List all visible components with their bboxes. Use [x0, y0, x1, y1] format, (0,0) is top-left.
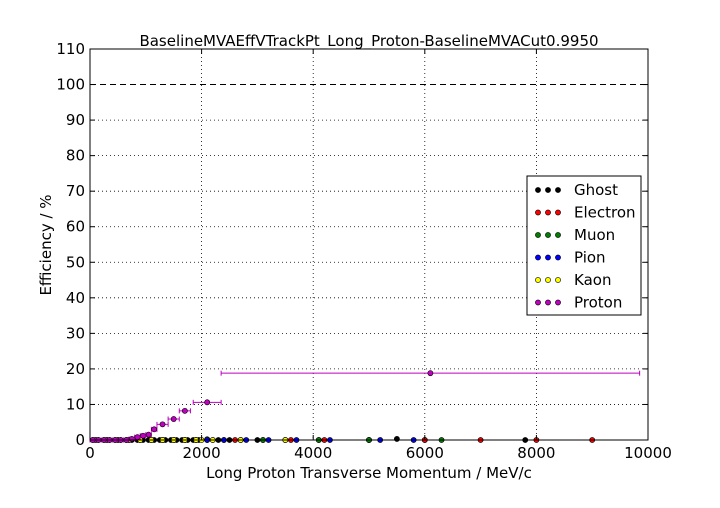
y-tick-label: 0	[75, 431, 85, 449]
legend-box	[526, 175, 642, 316]
legend-marker	[555, 187, 561, 193]
legend-marker	[555, 232, 561, 238]
y-tick-label: 90	[66, 111, 85, 129]
data-point	[151, 426, 158, 433]
x-tick-label: 4000	[294, 444, 332, 462]
data-point	[204, 399, 211, 406]
legend-marker	[555, 254, 561, 261]
legend-marker	[555, 209, 561, 216]
legend-item-pion: Pion	[535, 249, 606, 267]
legend-item-proton: Proton	[535, 294, 622, 312]
legend-marker	[545, 254, 551, 261]
y-tick-label: 100	[56, 76, 85, 94]
x-tick-label: 2000	[183, 444, 221, 462]
x-tick-label: 10000	[624, 444, 672, 462]
legend-marker	[545, 299, 551, 306]
y-tick-label: 10	[66, 395, 85, 413]
y-tick-label: 50	[66, 253, 85, 271]
legend-marker	[535, 254, 541, 261]
data-marks	[89, 370, 641, 443]
legend-marker	[535, 232, 541, 238]
legend-marker	[545, 232, 551, 238]
data-point	[145, 431, 152, 438]
y-axis-label: Efficiency / %	[37, 194, 55, 295]
data-point	[140, 432, 146, 439]
legend-label: Kaon	[574, 271, 611, 289]
legend-label: Proton	[574, 294, 622, 312]
legend-marker	[545, 209, 551, 216]
data-point	[134, 434, 141, 441]
legend-item-kaon: Kaon	[535, 271, 611, 289]
data-point	[181, 407, 188, 414]
legend-item-muon: Muon	[535, 226, 615, 244]
legend-item-electron: Electron	[535, 204, 636, 222]
chart-title: BaselineMVAEffVTrackPt_Long_Proton-Basel…	[139, 32, 598, 51]
legend-marker	[535, 209, 541, 216]
legend-marker	[555, 299, 561, 306]
data-point	[393, 436, 400, 442]
y-tick-label: 60	[66, 218, 85, 236]
legend-item-ghost: Ghost	[535, 181, 618, 199]
legend-label: Ghost	[574, 181, 618, 199]
legend-marker	[555, 277, 561, 283]
legend-label: Electron	[574, 204, 636, 222]
series-ghost	[89, 436, 529, 443]
y-tick-label: 20	[66, 360, 85, 378]
legend-marker	[535, 187, 541, 193]
axis-ticks: 0 10 20 30 40 50 60 70 80 90 100 110 0 2000 4000 6000 80…	[56, 40, 672, 462]
y-tick-label: 30	[66, 324, 85, 342]
y-tick-label: 70	[66, 182, 85, 200]
legend: Ghost Electron Muon Pion Kaon Proton	[526, 175, 642, 316]
y-tick-label: 110	[56, 40, 85, 58]
y-tick-label: 80	[66, 147, 85, 165]
legend-marker	[545, 187, 551, 193]
x-tick-label: 6000	[406, 444, 444, 462]
legend-label: Pion	[574, 249, 606, 267]
y-tick-label: 40	[66, 289, 85, 307]
data-point	[427, 370, 434, 377]
legend-marker	[535, 299, 541, 306]
legend-marker	[545, 277, 551, 283]
plot-area	[89, 48, 649, 441]
x-axis-label: Long Proton Transverse Momentum / MeV/c	[206, 464, 532, 482]
data-point	[159, 421, 166, 428]
x-tick-label: 0	[85, 444, 95, 462]
series-proton	[89, 370, 641, 443]
data-point	[128, 436, 135, 442]
data-point	[170, 416, 177, 422]
legend-label: Muon	[574, 226, 615, 244]
x-tick-label: 8000	[517, 444, 555, 462]
legend-marker	[535, 277, 541, 283]
